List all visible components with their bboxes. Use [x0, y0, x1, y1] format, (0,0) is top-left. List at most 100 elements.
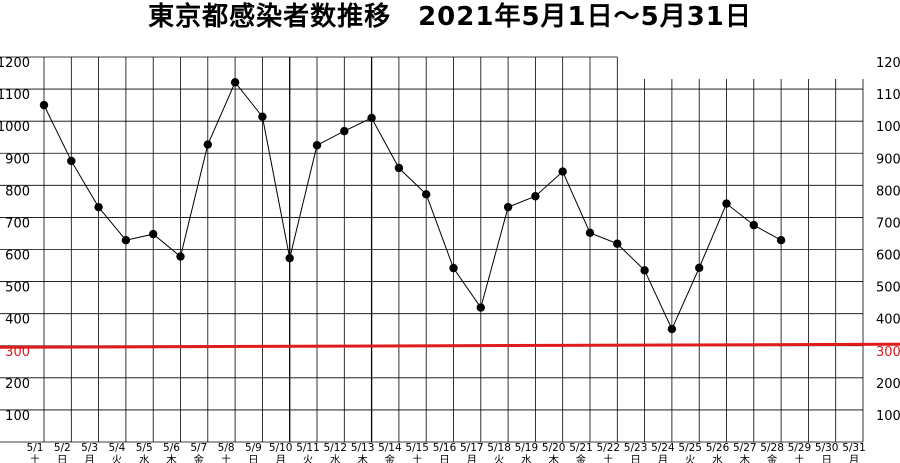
- data-point: [422, 190, 431, 199]
- x-tick-label-weekday: 木: [548, 454, 559, 463]
- series-line: [43, 81, 782, 331]
- x-tick-label-date: 5/15: [405, 442, 429, 454]
- x-tick-label-date: 5/30: [815, 442, 839, 454]
- x-tick-label-date: 5/8: [218, 442, 235, 454]
- x-tick-label-weekday: 日: [439, 454, 450, 463]
- x-tick-label-date: 5/1: [27, 442, 44, 454]
- x-tick-label-weekday: 金: [576, 453, 587, 463]
- y-tick-label-left: 200: [5, 377, 30, 392]
- x-tick-label-date: 5/22: [597, 442, 621, 454]
- data-point: [367, 113, 376, 123]
- data-point: [695, 263, 704, 272]
- data-point: [776, 235, 786, 245]
- x-tick-label-date: 5/17: [460, 442, 484, 454]
- data-point: [503, 202, 513, 212]
- data-point: [312, 141, 322, 150]
- x-tick-label-weekday: 火: [303, 454, 314, 463]
- data-point: [667, 324, 677, 334]
- data-point: [749, 220, 758, 230]
- x-tick-label-date: 5/14: [378, 442, 402, 454]
- y-tick-label-right: 900: [876, 152, 900, 167]
- data-point: [640, 266, 649, 275]
- x-tick-label-weekday: 木: [166, 454, 177, 463]
- y-tick-label-right: 800: [876, 184, 900, 199]
- data-point: [39, 100, 49, 110]
- data-point: [613, 239, 622, 248]
- x-tick-label-weekday: 土: [794, 453, 805, 463]
- y-tick-label-left: 1000: [0, 120, 30, 135]
- chart-title: 東京都感染者数推移 2021年5月1日～5月31日: [148, 2, 752, 32]
- x-tick-label-date: 5/16: [433, 442, 457, 454]
- y-tick-label-left: 1200: [0, 56, 30, 71]
- x-tick-label-weekday: 火: [112, 454, 123, 463]
- data-point: [67, 156, 76, 166]
- x-tick-label-weekday: 日: [630, 454, 641, 463]
- data-point: [722, 199, 731, 208]
- x-tick-label-date: 5/27: [733, 442, 757, 454]
- x-tick-label-weekday: 土: [603, 453, 614, 463]
- x-tick-label-date: 5/10: [269, 442, 293, 454]
- x-tick-labels: 5/1土5/2日5/3月5/4火5/5水5/6木5/7金5/8土5/9日5/10…: [27, 442, 866, 463]
- x-tick-label-date: 5/6: [163, 442, 180, 454]
- x-tick-label-weekday: 金: [767, 453, 778, 463]
- y-tick-label-left: 500: [5, 281, 30, 296]
- x-tick-label-date: 5/11: [296, 442, 320, 454]
- x-tick-label-date: 5/12: [324, 442, 348, 454]
- data-point: [531, 192, 540, 201]
- data-point: [258, 112, 267, 121]
- x-tick-label-weekday: 火: [494, 454, 505, 463]
- grid-group: [0, 56, 864, 443]
- data-point: [449, 263, 458, 273]
- data-point: [149, 229, 158, 239]
- x-tick-label-date: 5/26: [706, 442, 730, 454]
- x-tick-label-weekday: 水: [330, 454, 341, 463]
- x-tick-label-weekday: 水: [712, 454, 723, 463]
- y-tick-label-left: 100: [5, 409, 30, 424]
- y-tick-label-right: 1200: [876, 56, 900, 71]
- x-tick-label-date: 5/18: [487, 442, 511, 454]
- data-point: [230, 78, 240, 87]
- x-tick-label-date: 5/20: [542, 442, 566, 454]
- x-tick-label-weekday: 月: [467, 454, 478, 463]
- x-tick-label-weekday: 水: [139, 454, 150, 463]
- data-point: [94, 202, 103, 212]
- y-tick-label-right: 700: [876, 216, 900, 231]
- y-tick-label-left: 600: [5, 249, 30, 264]
- x-tick-label-date: 5/5: [136, 442, 153, 454]
- x-tick-label-date: 5/29: [788, 442, 812, 454]
- y-tick-label-left: 1100: [0, 88, 30, 103]
- x-tick-label-date: 5/13: [351, 442, 375, 454]
- x-tick-label-weekday: 土: [412, 453, 423, 463]
- x-tick-label-date: 5/28: [760, 442, 784, 454]
- x-tick-label-weekday: 土: [221, 453, 232, 463]
- x-tick-label-weekday: 金: [194, 453, 205, 463]
- x-tick-label-weekday: 日: [57, 454, 68, 463]
- data-point: [585, 228, 595, 238]
- data-point: [176, 252, 185, 261]
- x-tick-label-weekday: 金: [385, 453, 396, 463]
- y-tick-label-right: 100: [876, 409, 900, 424]
- x-tick-label-weekday: 木: [357, 454, 368, 463]
- data-point: [476, 303, 485, 312]
- x-tick-label-date: 5/31: [842, 442, 866, 454]
- x-tick-label-date: 5/3: [81, 442, 98, 454]
- y-tick-label-right: 300: [876, 345, 900, 360]
- data-point: [285, 253, 294, 263]
- y-tick-label-left: 800: [5, 184, 30, 199]
- data-point: [394, 163, 404, 173]
- x-tick-label-weekday: 月: [658, 454, 669, 463]
- y-tick-label-right: 200: [876, 377, 900, 392]
- data-points: [39, 78, 786, 334]
- x-tick-label-date: 5/4: [108, 442, 125, 454]
- x-tick-label-weekday: 水: [521, 454, 532, 463]
- x-tick-label-date: 5/19: [515, 442, 539, 454]
- x-tick-label-weekday: 日: [248, 454, 259, 463]
- data-point: [558, 167, 567, 176]
- x-tick-label-date: 5/2: [54, 442, 71, 454]
- x-tick-label-weekday: 月: [84, 454, 95, 463]
- x-tick-label-weekday: 木: [740, 454, 751, 463]
- y-tick-label-left: 900: [5, 152, 30, 167]
- x-tick-label-date: 5/23: [624, 442, 648, 454]
